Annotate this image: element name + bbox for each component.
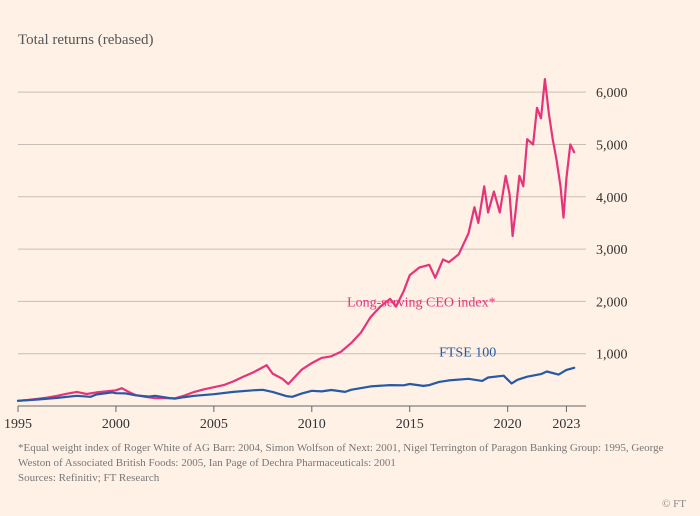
svg-text:5,000: 5,000 bbox=[596, 138, 628, 153]
series-label-ceo_index: Long-serving CEO index* bbox=[347, 296, 496, 311]
svg-text:2000: 2000 bbox=[102, 417, 130, 432]
chart-copyright: © FT bbox=[662, 498, 686, 510]
svg-text:2010: 2010 bbox=[298, 417, 326, 432]
svg-text:2023: 2023 bbox=[552, 417, 580, 432]
svg-text:1,000: 1,000 bbox=[596, 348, 628, 363]
chart-container: Total returns (rebased) 1,000 2,000 3,000 4… bbox=[0, 0, 700, 516]
svg-text:3,000: 3,000 bbox=[596, 243, 628, 258]
chart-svg: 1,0002,0003,0004,0005,0006,0001995200020… bbox=[18, 58, 638, 430]
svg-text:2,000: 2,000 bbox=[596, 295, 628, 310]
chart-plot-area: 1,0002,0003,0004,0005,0006,0001995200020… bbox=[18, 58, 638, 430]
series-label-ftse100: FTSE 100 bbox=[439, 345, 496, 360]
chart-subtitle: Total returns (rebased) bbox=[18, 32, 154, 49]
svg-text:4,000: 4,000 bbox=[596, 191, 628, 206]
line-ftse100 bbox=[18, 368, 574, 401]
svg-text:2005: 2005 bbox=[200, 417, 228, 432]
chart-footnote: *Equal weight index of Roger White of AG… bbox=[18, 441, 680, 486]
svg-text:1995: 1995 bbox=[4, 417, 32, 432]
svg-text:6,000: 6,000 bbox=[596, 86, 628, 101]
svg-text:2015: 2015 bbox=[396, 417, 424, 432]
svg-text:2020: 2020 bbox=[494, 417, 522, 432]
